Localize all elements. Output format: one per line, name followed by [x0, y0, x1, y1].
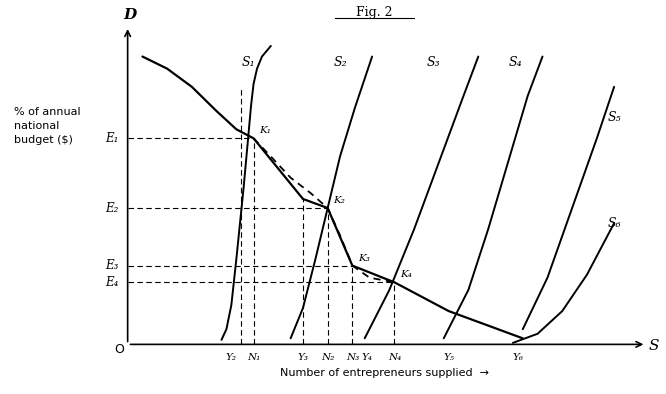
Text: S₂: S₂	[333, 56, 347, 69]
Text: Fig. 2: Fig. 2	[356, 6, 393, 19]
Text: E₁: E₁	[105, 132, 119, 145]
Text: E₂: E₂	[105, 202, 119, 215]
Text: S₄: S₄	[509, 56, 522, 69]
Text: K₁: K₁	[260, 126, 271, 135]
Text: S₅: S₅	[607, 111, 621, 124]
Text: K₃: K₃	[358, 254, 370, 262]
Text: O: O	[114, 343, 124, 356]
Text: N₄: N₄	[388, 353, 401, 362]
Text: K₂: K₂	[334, 196, 346, 205]
Text: E₃: E₃	[105, 259, 119, 272]
Text: S₃: S₃	[427, 56, 441, 69]
Text: % of annual
national
budget ($): % of annual national budget ($)	[14, 107, 81, 145]
Text: N₁: N₁	[247, 353, 260, 362]
Text: Y₂: Y₂	[226, 353, 237, 362]
Text: E₄: E₄	[105, 276, 119, 289]
Text: S₁: S₁	[242, 56, 256, 69]
Text: K₄: K₄	[400, 270, 412, 279]
Text: Y₃: Y₃	[298, 353, 308, 362]
Text: S: S	[649, 339, 659, 353]
Text: N₂: N₂	[321, 353, 334, 362]
Text: D: D	[123, 8, 137, 22]
Text: Number of entrepreneurs supplied  →: Number of entrepreneurs supplied →	[280, 368, 489, 378]
Text: Y₅: Y₅	[443, 353, 454, 362]
Text: Y₄: Y₄	[362, 353, 373, 362]
Text: N₃: N₃	[346, 353, 359, 362]
Text: Y₆: Y₆	[512, 353, 523, 362]
Text: S₆: S₆	[607, 217, 621, 230]
